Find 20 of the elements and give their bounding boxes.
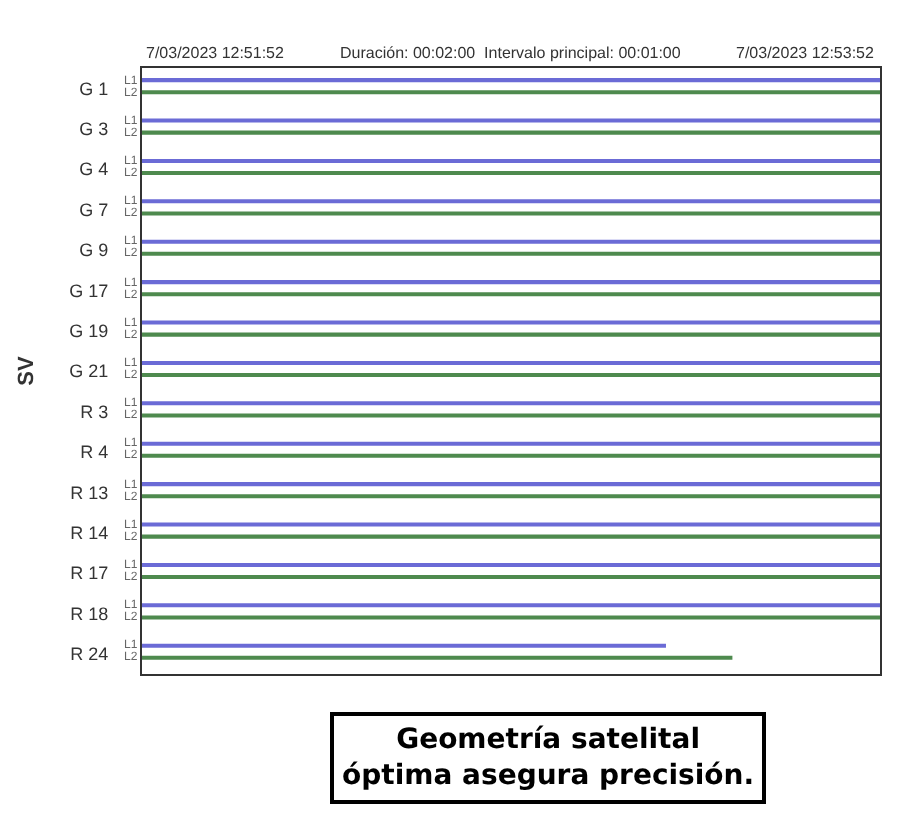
y-tick-label: G 7 — [79, 199, 109, 220]
y-tick-label: R 4 — [80, 442, 109, 463]
text: Duración: 00:02:00 Intervalo principal: 00:01:00 — [340, 44, 682, 62]
y-tick-label: R 24 — [70, 644, 109, 665]
y-tick-label: R 17 — [70, 563, 109, 584]
y-tick-label: G 21 — [69, 361, 109, 382]
text: 7/03/2023 12:51:52 — [146, 44, 286, 62]
y-tick-label: R 3 — [80, 401, 109, 422]
y-tick-label: R 13 — [70, 482, 109, 503]
y-tick-label: G 3 — [79, 118, 109, 139]
y-tick-label: R 14 — [70, 522, 109, 543]
y-tick-label: G 9 — [79, 240, 109, 261]
y-tick-label: G 4 — [79, 159, 109, 180]
y-tick-label: G 19 — [69, 320, 109, 341]
y-axis-title: SV — [14, 355, 39, 386]
y-tick-label: G 17 — [69, 280, 109, 301]
y-tick-label: G 1 — [79, 78, 109, 99]
y-tick-label: R 18 — [70, 603, 109, 624]
text: 7/03/2023 12:53:52 — [736, 44, 876, 62]
text: Geometría satelital óptima asegura precisión. — [342, 724, 755, 793]
